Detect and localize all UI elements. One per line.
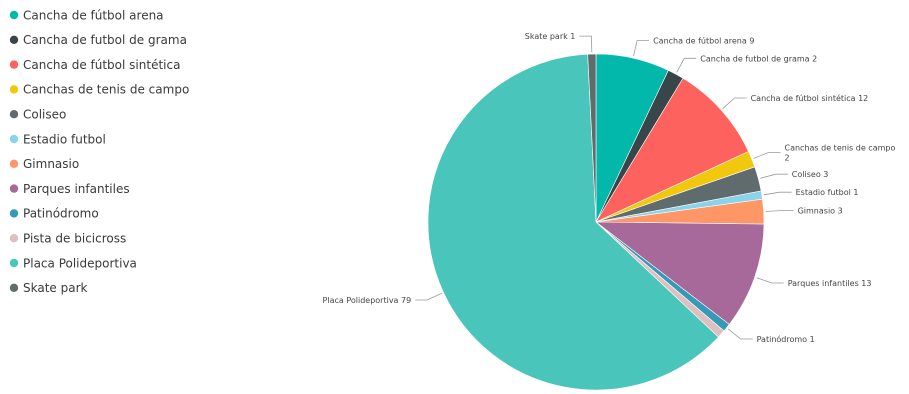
slice-label-line: Canchas de tenis de campo [785,143,896,152]
legend-label-cancha-de-futbol-sintetica: Cancha de fútbol sintética [23,58,180,72]
slice-skate-park[interactable] [587,53,597,223]
slice-label-gimnasio: Gimnasio 3 [798,207,843,216]
slice-label-canchas-de-tenis-de-campo: Canchas de tenis de campo 2 [785,143,896,162]
legend-marker-cancha-de-futbol-de-grama [9,35,19,44]
slice-label-parques-infantiles: Parques infantiles 13 [788,279,872,288]
pie-slices [427,53,765,391]
legend-label-coliseo: Coliseo [23,108,66,122]
slice-label-line: Patinódromo 1 [757,334,815,344]
slice-label-line: Coliseo 3 [792,170,829,179]
slice-labels: Cancha de fútbol arena 9 Cancha de futbol… [323,32,896,344]
legend-label-placa-polideportiva: Placa Polideportiva [23,256,137,270]
leader-patinodromo [727,328,753,340]
legend-label-patinodromo: Patinódromo [23,207,99,221]
slice-label-line: Skate park 1 [525,32,576,41]
legend: Cancha de fútbol arena Cancha de futbol d… [9,8,189,295]
legend-marker-patinodromo [9,209,19,218]
slice-label-cancha-de-futbol-arena: Cancha de fútbol arena 9 [653,37,754,46]
legend-marker-cancha-de-futbol-arena [9,10,19,20]
legend-marker-skate-park [9,283,19,292]
slice-label-skate-park: Skate park 1 [525,32,576,41]
leader-coliseo [760,173,788,179]
leader-cancha-de-futbol-sintetica [722,97,747,109]
leader-canchas-de-tenis-de-campo [753,151,781,159]
legend-label-cancha-de-futbol-de-grama: Cancha de futbol de grama [23,33,187,47]
leader-placa-polideportiva [415,292,442,301]
slice-placa-polideportiva[interactable] [427,53,719,391]
slice-label-coliseo: Coliseo 3 [792,170,829,179]
slice-label-line: 2 [785,153,790,162]
leader-gimnasio [765,210,794,212]
legend-label-parques-infantiles: Parques infantiles [23,182,130,196]
legend-marker-pista-de-bicicross [9,234,19,243]
legend-marker-cancha-de-futbol-sintetica [9,60,19,69]
slice-cancha-de-futbol-sintetica[interactable] [595,77,749,223]
leader-lines [415,35,794,340]
slice-label-line: Cancha de fútbol arena 9 [653,37,754,46]
slice-label-cancha-de-futbol-de-grama: Cancha de futbol de grama 2 [700,54,817,63]
slice-label-cancha-de-futbol-sintetica: Cancha de fútbol sintética 12 [751,93,869,103]
legend-marker-estadio-futbol [9,134,19,144]
legend-marker-canchas-de-tenis-de-campo [9,85,19,94]
slice-label-patinodromo: Patinódromo 1 [757,334,815,344]
legend-label-skate-park: Skate park [23,281,88,295]
slice-parques-infantiles[interactable] [595,221,765,325]
legend-marker-parques-infantiles [9,184,19,193]
legend-marker-placa-polideportiva [9,258,19,268]
slice-label-line: Gimnasio 3 [798,207,843,216]
legend-label-pista-de-bicicross: Pista de bicicross [23,232,126,246]
legend-label-cancha-de-futbol-arena: Cancha de fútbol arena [23,8,164,22]
leader-skate-park [579,35,593,53]
slice-label-line: Placa Polideportiva 79 [323,296,412,305]
slice-label-line: Parques infantiles 13 [788,279,872,288]
legend-label-estadio-futbol: Estadio futbol [23,132,106,146]
slice-label-line: Cancha de futbol de grama 2 [700,54,817,63]
leader-estadio-futbol [763,191,792,196]
leader-parques-infantiles [756,277,784,284]
legend-label-gimnasio: Gimnasio [23,157,79,171]
legend-marker-coliseo [9,110,19,119]
slice-label-estadio-futbol: Estadio futbol 1 [796,188,859,197]
legend-marker-gimnasio [9,159,19,168]
legend-label-canchas-de-tenis-de-campo: Canchas de tenis de campo [23,83,189,97]
slice-label-line: Cancha de fútbol sintética 12 [751,93,869,103]
slice-label-placa-polideportiva: Placa Polideportiva 79 [323,296,412,305]
leader-cancha-de-futbol-arena [633,40,650,57]
slice-label-line: Estadio futbol 1 [796,188,859,197]
leader-cancha-de-futbol-de-grama [676,57,697,73]
